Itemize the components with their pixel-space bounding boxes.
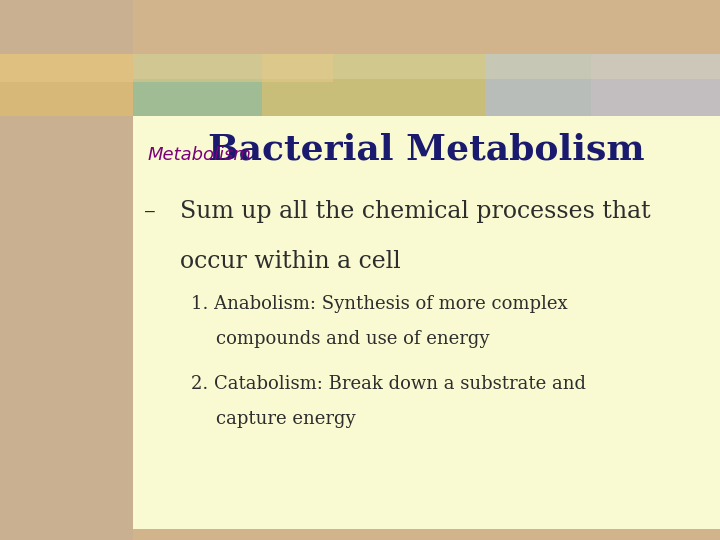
Text: occur within a cell: occur within a cell [180, 250, 401, 273]
Text: –: – [144, 200, 156, 223]
FancyBboxPatch shape [0, 54, 333, 82]
Text: capture energy: capture energy [216, 410, 356, 428]
FancyBboxPatch shape [591, 54, 720, 116]
FancyBboxPatch shape [133, 54, 720, 529]
FancyBboxPatch shape [262, 54, 485, 116]
FancyBboxPatch shape [0, 54, 133, 116]
Text: Sum up all the chemical processes that: Sum up all the chemical processes that [180, 200, 651, 223]
Text: 1. Anabolism: Synthesis of more complex: 1. Anabolism: Synthesis of more complex [191, 295, 567, 313]
Text: 2. Catabolism: Break down a substrate and: 2. Catabolism: Break down a substrate an… [191, 375, 586, 393]
FancyBboxPatch shape [133, 54, 720, 79]
FancyBboxPatch shape [0, 0, 133, 540]
Text: compounds and use of energy: compounds and use of energy [216, 330, 490, 348]
Text: Bacterial Metabolism: Bacterial Metabolism [208, 133, 645, 167]
FancyBboxPatch shape [485, 54, 591, 116]
Text: Metabolism: Metabolism [148, 146, 251, 164]
FancyBboxPatch shape [133, 54, 720, 116]
FancyBboxPatch shape [133, 54, 262, 116]
